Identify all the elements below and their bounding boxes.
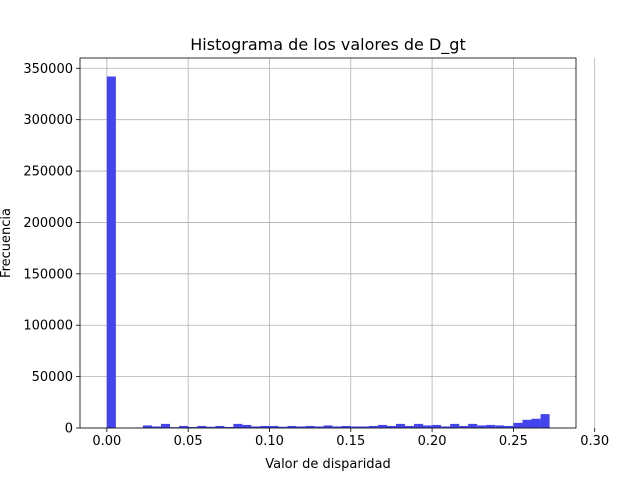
histogram-bar [142, 425, 152, 428]
y-tick-label: 350000 [23, 62, 73, 77]
histogram-bar [224, 426, 234, 428]
histogram-bar [450, 423, 460, 428]
histogram-bar [477, 425, 487, 428]
histogram-bar [495, 425, 505, 428]
y-tick-label: 50000 [32, 370, 73, 385]
histogram-bar [179, 425, 189, 428]
histogram-bar [215, 425, 225, 428]
x-tick-label: 0.20 [418, 434, 447, 449]
histogram-bar [441, 426, 451, 428]
histogram-bar [188, 426, 198, 428]
histogram-bar [386, 425, 396, 428]
x-tick-label: 0.05 [174, 434, 203, 449]
histogram-bar [468, 423, 478, 428]
y-tick-label: 250000 [23, 165, 73, 180]
histogram-bar [314, 426, 324, 428]
histogram-bars [106, 76, 550, 428]
x-tick-label: 0.00 [92, 434, 121, 449]
y-axis-label: Frecuencia [0, 208, 14, 278]
y-tick-label: 200000 [23, 216, 73, 231]
grid-lines [80, 58, 596, 429]
y-tick-label: 0 [65, 422, 73, 437]
histogram-bar [152, 426, 162, 428]
histogram-bar [540, 414, 550, 428]
x-tick-label: 0.30 [580, 434, 609, 449]
histogram-bar [432, 424, 442, 428]
histogram-bar [106, 76, 116, 428]
histogram-bar [287, 425, 297, 428]
histogram-bar [459, 425, 469, 428]
histogram-bar [170, 427, 180, 428]
histogram-bar [377, 424, 387, 428]
histogram-bar [305, 425, 315, 428]
histogram-bar [404, 425, 414, 428]
histogram-bar [251, 426, 261, 428]
histogram-bar [323, 425, 333, 428]
histogram-bar [260, 425, 270, 428]
y-tick-label: 100000 [23, 319, 73, 334]
histogram-bar [522, 419, 532, 428]
histogram-bar [233, 423, 243, 428]
histogram-bar [531, 418, 541, 428]
x-axis-ticks: 0.00 0.05 0.10 0.15 0.20 0.25 0.30 [92, 428, 609, 449]
histogram-bar [359, 426, 369, 428]
histogram-bar [422, 425, 433, 428]
histogram-bar [332, 426, 342, 428]
histogram-bar [296, 426, 306, 428]
histogram-bar [278, 426, 288, 428]
histogram-bar [341, 425, 351, 428]
x-axis-label: Valor de disparidad [265, 457, 391, 472]
y-tick-label: 300000 [23, 113, 73, 128]
histogram-bar [504, 425, 514, 428]
x-tick-label: 0.15 [336, 434, 365, 449]
histogram-bar [269, 425, 279, 428]
histogram-bar [350, 426, 360, 428]
histogram-bar [513, 422, 523, 428]
y-axis-ticks: 0 50000 100000 150000 200000 250000 300000 3500… [23, 62, 80, 437]
histogram-bar [206, 426, 216, 428]
histogram-bar [197, 425, 207, 428]
histogram-bar [414, 423, 424, 428]
histogram-bar [395, 423, 406, 428]
histogram-bar [242, 424, 252, 428]
histogram-bar [368, 425, 378, 428]
x-tick-label: 0.10 [255, 434, 284, 449]
x-tick-label: 0.25 [499, 434, 528, 449]
histogram-bar [160, 423, 171, 428]
histogram-bar [486, 424, 496, 428]
plot-frame [79, 57, 577, 429]
y-tick-label: 150000 [23, 267, 73, 282]
chart-title: Histograma de los valores de D_gt [190, 35, 465, 55]
